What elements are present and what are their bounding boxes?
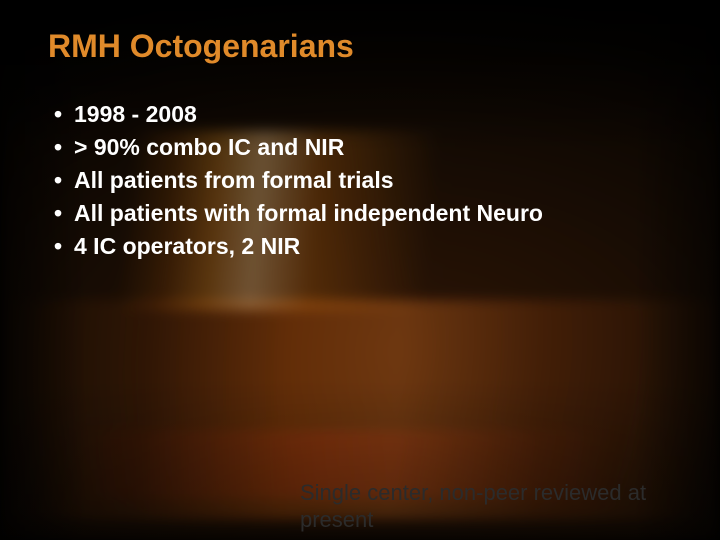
bullet-dot-icon: • bbox=[54, 132, 74, 163]
bullet-dot-icon: • bbox=[54, 198, 74, 229]
bullet-text: 1998 - 2008 bbox=[74, 99, 197, 130]
bullet-list: • 1998 - 2008 • > 90% combo IC and NIR •… bbox=[48, 99, 672, 262]
bullet-dot-icon: • bbox=[54, 231, 74, 262]
bullet-dot-icon: • bbox=[54, 99, 74, 130]
slide-title: RMH Octogenarians bbox=[48, 28, 672, 65]
bullet-text: > 90% combo IC and NIR bbox=[74, 132, 344, 163]
bullet-text: All patients with formal independent Neu… bbox=[74, 198, 543, 229]
bullet-text: All patients from formal trials bbox=[74, 165, 394, 196]
slide-container: RMH Octogenarians • 1998 - 2008 • > 90% … bbox=[0, 0, 720, 540]
bullet-dot-icon: • bbox=[54, 165, 74, 196]
bullet-item: • All patients with formal independent N… bbox=[54, 198, 672, 229]
bullet-item: • All patients from formal trials bbox=[54, 165, 672, 196]
footnote-text: Single center, non-peer reviewed at pres… bbox=[300, 480, 680, 534]
bullet-item: • 1998 - 2008 bbox=[54, 99, 672, 130]
bullet-item: • 4 IC operators, 2 NIR bbox=[54, 231, 672, 262]
bullet-text: 4 IC operators, 2 NIR bbox=[74, 231, 300, 262]
bullet-item: • > 90% combo IC and NIR bbox=[54, 132, 672, 163]
